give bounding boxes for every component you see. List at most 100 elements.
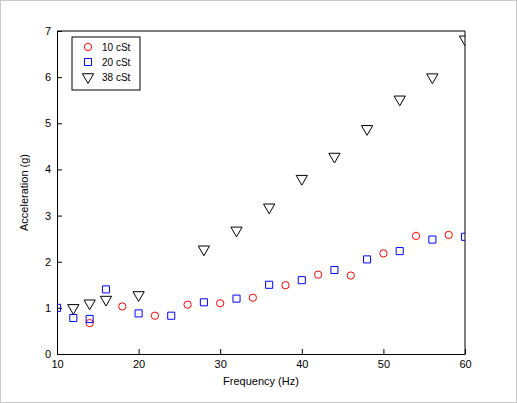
point	[84, 300, 95, 310]
tick: 30	[215, 349, 227, 370]
tick-label: 6	[45, 71, 51, 83]
point	[100, 296, 111, 306]
legend-label: 38 cSt	[102, 72, 131, 83]
point	[135, 310, 142, 317]
chart: 10 20 30 40 50 60 0 1 2 3 4 5 6 7 10 cSt 20 cSt 38 cSt Fr…	[0, 0, 517, 403]
tick-label: 2	[45, 256, 51, 268]
point	[298, 277, 305, 284]
point	[314, 271, 321, 278]
point	[231, 227, 242, 237]
tick-mark	[383, 349, 384, 354]
point	[412, 232, 419, 239]
tick-mark	[139, 349, 140, 354]
point	[394, 96, 405, 106]
tick-label: 60	[459, 358, 471, 370]
legend: 10 cSt 20 cSt 38 cSt	[72, 37, 140, 90]
series	[86, 231, 452, 326]
tick-label: 5	[45, 117, 51, 129]
legend-label: 20 cSt	[102, 57, 131, 68]
legend-item: 20 cSt	[84, 57, 130, 68]
tick-mark	[220, 349, 221, 354]
point	[445, 231, 452, 238]
legend-marker	[84, 43, 91, 50]
plot-area: 10 20 30 40 50 60 0 1 2 3 4 5 6 7 10 cSt 20 cSt 38 cSt	[45, 25, 472, 370]
tick-mark	[57, 308, 62, 309]
points	[57, 36, 465, 327]
legend-label: 10 cSt	[102, 42, 131, 53]
tick: 2	[45, 256, 62, 268]
tick-mark	[57, 123, 62, 124]
point	[396, 248, 403, 255]
tick: 6	[45, 71, 62, 83]
series	[57, 233, 465, 322]
tick: 50	[378, 349, 390, 370]
legend-item: 10 cSt	[84, 42, 130, 53]
point	[198, 246, 209, 256]
point	[264, 204, 275, 214]
tick-label: 7	[45, 25, 51, 37]
tick: 5	[45, 117, 62, 129]
plot-frame	[57, 31, 465, 354]
tick-mark	[57, 216, 62, 217]
point	[200, 299, 207, 306]
point	[168, 312, 175, 319]
tick: 4	[45, 163, 62, 175]
point	[86, 319, 93, 326]
point	[347, 272, 354, 279]
x-axis: 10 20 30 40 50 60	[51, 349, 471, 370]
tick-mark	[57, 77, 62, 78]
point	[57, 304, 61, 311]
point	[184, 301, 191, 308]
tick-label: 4	[45, 163, 51, 175]
tick: 0	[45, 348, 62, 360]
point	[361, 126, 372, 136]
point	[266, 281, 273, 288]
point	[364, 256, 371, 263]
point	[133, 292, 144, 302]
point	[296, 175, 307, 185]
legend-box	[72, 37, 140, 90]
tick-label: 1	[45, 302, 51, 314]
tick-mark	[57, 262, 62, 263]
tick: 20	[133, 349, 145, 370]
axis-line	[58, 354, 466, 355]
point	[427, 74, 438, 84]
point	[86, 315, 93, 322]
figure-border	[1, 1, 517, 403]
point	[102, 286, 109, 293]
point	[282, 282, 289, 289]
tick-mark	[302, 349, 303, 354]
series	[68, 36, 465, 314]
tick-label: 0	[45, 348, 51, 360]
tick-label: 20	[133, 358, 145, 370]
tick-label: 3	[45, 210, 51, 222]
point	[119, 303, 126, 310]
tick: 3	[45, 210, 62, 222]
point	[461, 233, 465, 240]
y-axis-title: Acceleration (g)	[18, 154, 30, 231]
point	[380, 250, 387, 257]
point	[459, 36, 465, 46]
tick-mark	[57, 354, 62, 355]
y-axis: 0 1 2 3 4 5 6 7	[45, 25, 62, 360]
point	[217, 300, 224, 307]
tick: 1	[45, 302, 62, 314]
tick-label: 40	[296, 358, 308, 370]
point	[233, 295, 240, 302]
tick-label: 10	[51, 358, 63, 370]
legend-item: 38 cSt	[82, 72, 130, 84]
point	[429, 236, 436, 243]
point	[329, 153, 340, 163]
legend-marker	[84, 58, 91, 65]
point	[249, 294, 256, 301]
point	[68, 305, 79, 315]
tick-label: 50	[378, 358, 390, 370]
point	[331, 266, 338, 273]
point	[151, 312, 158, 319]
point	[70, 314, 77, 321]
x-axis-title: Frequency (Hz)	[223, 375, 299, 387]
tick-mark	[57, 169, 62, 170]
tick: 40	[296, 349, 308, 370]
tick-label: 30	[215, 358, 227, 370]
legend-marker	[82, 74, 93, 84]
